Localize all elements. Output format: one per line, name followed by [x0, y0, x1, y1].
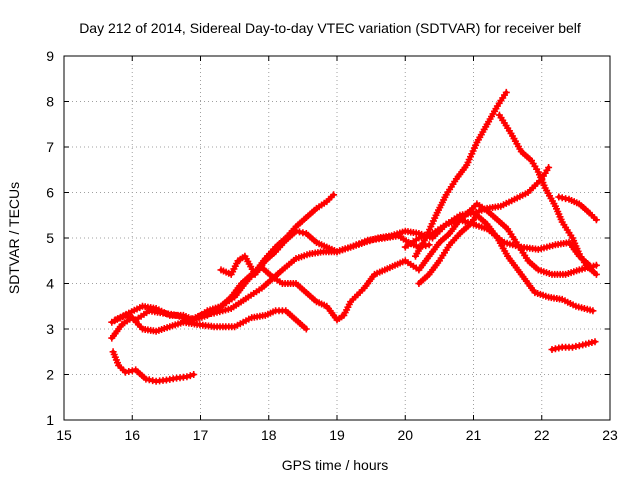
x-axis-label: GPS time / hours	[282, 457, 389, 473]
series-line	[556, 195, 599, 222]
series-layer	[108, 88, 600, 385]
y-tick-label: 1	[46, 412, 54, 428]
series-markers	[415, 211, 597, 315]
x-tick-label: 15	[56, 427, 72, 443]
series-trace-10	[401, 164, 553, 251]
series-trace-11	[548, 338, 599, 353]
x-tick-label: 19	[329, 427, 345, 443]
series-markers	[217, 216, 593, 278]
y-tick-label: 5	[46, 230, 54, 246]
series-trace-6	[217, 216, 593, 278]
series-trace-1	[109, 348, 198, 385]
series-markers	[109, 348, 198, 385]
x-tick-label: 18	[261, 427, 277, 443]
series-trace-9	[415, 211, 597, 315]
series-trace-2	[108, 307, 310, 342]
y-tick-label: 8	[46, 94, 54, 110]
x-tick-label: 17	[193, 427, 209, 443]
x-tick-label: 23	[602, 427, 618, 443]
series-trace-5	[190, 200, 600, 324]
y-tick-label: 6	[46, 185, 54, 201]
y-axis-label: SDTVAR / TECUs	[6, 182, 22, 294]
y-tick-label: 4	[46, 276, 54, 292]
series-trace-8	[495, 111, 600, 278]
series-markers	[108, 307, 310, 342]
series-trace-7	[412, 88, 510, 260]
y-tick-label: 2	[46, 367, 54, 383]
series-markers	[412, 88, 510, 260]
y-tick-label: 3	[46, 321, 54, 337]
x-tick-label: 21	[466, 427, 482, 443]
x-tick-label: 16	[124, 427, 140, 443]
y-tick-label: 7	[46, 139, 54, 155]
series-markers	[495, 111, 600, 278]
series-trace-12	[555, 193, 600, 224]
plot-frame	[63, 55, 611, 421]
series-markers	[548, 338, 599, 353]
y-tick-label: 9	[46, 48, 54, 64]
series-markers	[190, 200, 600, 324]
series-markers	[555, 193, 600, 224]
x-tick-label: 20	[397, 427, 413, 443]
x-tick-label: 22	[534, 427, 550, 443]
chart-title: Day 212 of 2014, Sidereal Day-to-day VTE…	[79, 20, 581, 36]
grid-layer	[64, 56, 610, 420]
series-markers	[401, 164, 553, 251]
